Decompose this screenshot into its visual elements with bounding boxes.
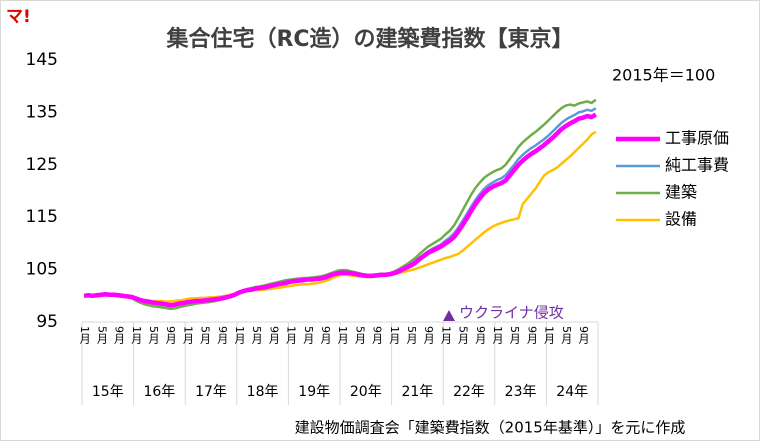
legend-label: 設備: [665, 210, 697, 229]
series-line: [83, 112, 598, 308]
y-tick-label: 95: [36, 312, 58, 332]
x-tick-label: 5月: [147, 326, 160, 344]
chart-title: 集合住宅（RC造）の建築費指数【東京】: [165, 26, 573, 52]
year-label: 20年: [350, 384, 382, 400]
x-tick-label: 1月: [491, 326, 504, 344]
y-tick-label: 125: [26, 155, 58, 175]
year-label: 21年: [401, 384, 433, 400]
year-label: 24年: [556, 384, 588, 400]
year-label: 15年: [92, 384, 124, 400]
x-tick-label: 1月: [285, 326, 298, 344]
x-tick-label: 9月: [319, 326, 332, 344]
x-tick-label: 1月: [543, 326, 556, 344]
year-label: 19年: [298, 384, 330, 400]
x-tick-label: 9月: [525, 326, 538, 344]
annotation: ウクライナ侵攻: [459, 304, 564, 322]
x-tick-label: 1月: [130, 326, 143, 344]
x-tick-label: 9月: [577, 326, 590, 344]
year-label: 22年: [453, 384, 485, 400]
x-tick-label: 5月: [250, 326, 263, 344]
x-tick-label: 5月: [405, 326, 418, 344]
x-tick-label: 1月: [336, 326, 349, 344]
x-tick-label: 5月: [560, 326, 573, 344]
legend-label: 純工事費: [665, 156, 729, 175]
legend-label: 工事原価: [665, 129, 729, 148]
x-tick-label: 9月: [371, 326, 384, 344]
x-tick-label: 1月: [181, 326, 194, 344]
source: 建設物価調査会「建築費指数（2015年基準）」を元に作成: [295, 419, 686, 437]
x-tick-label: 9月: [113, 326, 126, 344]
x-tick-label: 5月: [353, 326, 366, 344]
x-tick-label: 1月: [78, 326, 91, 344]
legend-label: 建築: [665, 183, 697, 202]
year-label: 18年: [247, 384, 279, 400]
note: 2015年＝100: [612, 66, 715, 85]
x-tick-label: 9月: [164, 326, 177, 344]
series-line: [84, 130, 597, 303]
series-line: [83, 98, 597, 311]
x-tick-label: 9月: [216, 326, 229, 344]
x-tick-label: 1月: [439, 326, 452, 344]
y-tick-label: 135: [26, 102, 58, 122]
y-tick-label: 115: [26, 207, 58, 227]
x-tick-label: 5月: [457, 326, 470, 344]
x-tick-label: 1月: [233, 326, 246, 344]
x-tick-label: 5月: [508, 326, 521, 344]
logo: マ!: [6, 7, 31, 27]
y-tick-label: 145: [26, 50, 58, 70]
x-tick-label: 9月: [422, 326, 435, 344]
x-tick-label: 5月: [199, 326, 212, 344]
x-tick-label: 1月: [388, 326, 401, 344]
x-tick-label: 9月: [474, 326, 487, 344]
year-label: 17年: [195, 384, 227, 400]
x-tick-label: 5月: [302, 326, 315, 344]
x-tick-label: 5月: [95, 326, 108, 344]
annotation-marker: [443, 310, 455, 321]
x-tick-label: 9月: [267, 326, 280, 344]
year-label: 16年: [143, 384, 175, 400]
y-tick-label: 105: [26, 260, 58, 280]
year-label: 23年: [505, 384, 537, 400]
